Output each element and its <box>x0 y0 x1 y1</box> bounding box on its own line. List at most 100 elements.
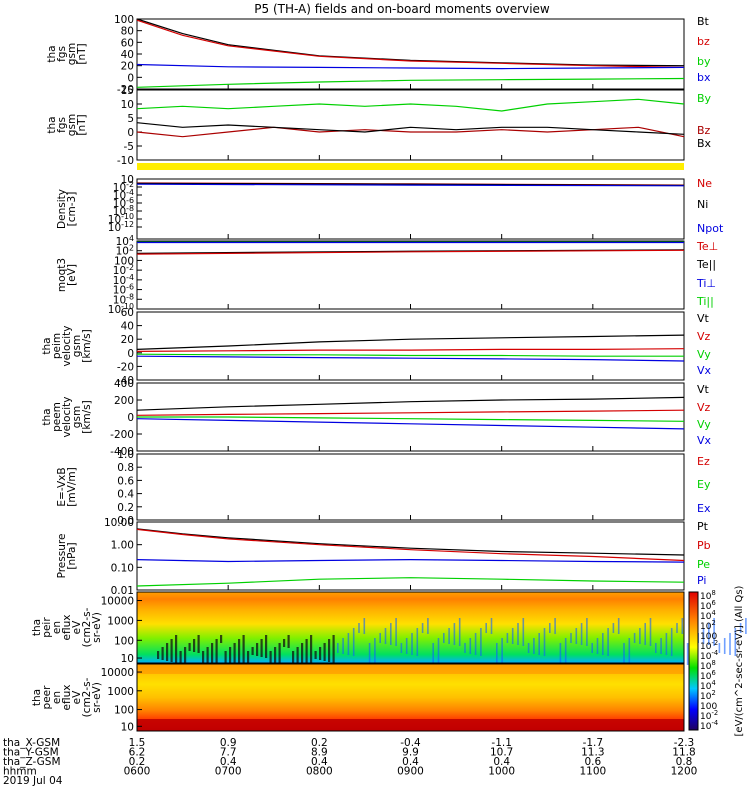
x-axis-value: -1.1 <box>491 737 512 749</box>
speckle <box>464 643 466 653</box>
x-axis-value: 0.6 <box>584 756 601 768</box>
x-axis-row-label: hhmm <box>3 766 37 778</box>
y-axis-label-line: [nPa] <box>66 542 78 569</box>
y-axis-label-line: tha <box>31 689 43 706</box>
speckle <box>564 638 567 666</box>
speckle <box>708 623 710 645</box>
y-axis-label-line: [km/s] <box>81 400 93 434</box>
y-tick-label: 200 <box>114 395 134 407</box>
x-axis-value: 0.2 <box>129 756 146 768</box>
speckle <box>305 639 308 672</box>
colorbar-tick-label: 10-4 <box>700 649 718 662</box>
colorbar: 10810610410210010-210-410810610410210010… <box>688 585 745 736</box>
speckle <box>623 643 625 665</box>
panel-9: 10000 1000 100 10 thapeirenefluxeV(cm2-s-sr-… <box>31 591 747 689</box>
low-energy-band <box>137 719 684 731</box>
y-tick-label: 1.0 <box>117 449 134 461</box>
y-tick-label: 10-6 <box>113 283 134 297</box>
speckle <box>559 643 562 665</box>
x-axis-row-label: tha_Z-GSM <box>3 756 61 768</box>
speckle <box>453 623 456 645</box>
colorbar-tick-label: 108 <box>700 659 716 672</box>
speckle <box>665 633 668 655</box>
date-label: 2019 Jul 04 <box>3 775 63 787</box>
x-axis-value: 0.4 <box>220 756 237 768</box>
speckle <box>458 618 461 646</box>
spectrogram-image <box>137 592 684 663</box>
y-tick-label: 10-4 <box>113 273 134 287</box>
speckle <box>527 643 530 653</box>
speckle <box>602 633 604 655</box>
y-tick-label: 0 <box>127 348 134 360</box>
y-tick-label: 100 <box>114 635 134 647</box>
y-tick-label: 10000 <box>101 667 134 679</box>
colorbar-tick-label: 102 <box>700 689 716 702</box>
legend-by: by <box>697 55 711 68</box>
y-axis-label-line: gsm <box>71 335 83 357</box>
speckle <box>260 639 263 657</box>
series-line-Vy <box>137 416 685 422</box>
speckle <box>628 638 631 666</box>
legend-Pi: Pi <box>697 574 706 587</box>
speckle <box>745 618 747 634</box>
legend-Te||: Te|| <box>696 258 716 271</box>
y-tick-label: 100 <box>114 255 134 267</box>
y-axis-label: moqt3[eV] <box>56 258 78 292</box>
panel-7: 1.00.80.6 0.40.20.0 Ez Ey Ex E=-VxB[mV/m] <box>56 449 711 527</box>
colorbar-tick-label: 104 <box>700 609 716 622</box>
series-line-Vx <box>136 355 685 362</box>
colorbar-tick-label: 106 <box>700 669 716 682</box>
y-axis-label-line: en <box>51 691 63 704</box>
series-line-Vx <box>136 418 685 430</box>
speckle <box>496 643 498 665</box>
speckle <box>211 643 214 676</box>
speckle <box>485 623 487 633</box>
legend-Vt: Vt <box>697 383 710 396</box>
y-axis-label: Density[cm-3] <box>56 189 78 229</box>
y-axis-label-line: moqt3 <box>56 258 68 292</box>
y-axis-label-line: gsm <box>71 406 83 428</box>
legend-Vy: Vy <box>697 418 711 431</box>
legend-Bx: Bx <box>697 137 712 150</box>
figure-title: P5 (TH-A) fields and on-board moments ov… <box>254 2 550 16</box>
panel-6: 400 200 0 -200 -400 Vt Vz Vy Vx thapeemvelocitygs… <box>41 378 712 458</box>
speckle <box>522 618 525 646</box>
speckle <box>157 651 160 659</box>
y-axis-label-line: tha <box>46 116 58 133</box>
speckle <box>490 618 493 634</box>
legend-Ti||: Ti|| <box>696 295 714 308</box>
y-tick-label: 5 <box>127 113 134 125</box>
speckle <box>405 638 408 654</box>
series-line-Npot <box>136 183 685 187</box>
colorbar-tick-label: 100 <box>700 632 717 642</box>
series-line-Vt <box>136 396 685 411</box>
y-tick-label: 10-8 <box>113 204 134 218</box>
legend-bz: bz <box>697 35 710 48</box>
y-tick-label: 10 <box>121 99 134 111</box>
y-tick-label: 60 <box>121 37 134 49</box>
legend-Vx: Vx <box>697 364 712 377</box>
speckle <box>337 643 339 653</box>
y-tick-label: 10-10 <box>108 212 134 226</box>
y-axis-label-line: eV <box>71 690 83 704</box>
speckle <box>421 623 424 633</box>
speckle <box>224 651 227 664</box>
speckle <box>384 628 387 644</box>
colorbar-tick-label: 106 <box>700 599 716 612</box>
speckle <box>723 638 726 654</box>
speckle <box>448 628 450 644</box>
speckle <box>617 618 620 634</box>
y-tick-label: 15 <box>121 85 134 97</box>
panel-10: 10000 1000 100 10 thapeerenefluxeV(cm2-s-sr-… <box>31 663 685 733</box>
speckle <box>586 618 588 646</box>
y-tick-label: 0.10 <box>111 562 134 574</box>
x-axis-annotation: tha_X-GSM 1.5 0.9 0.2 -0.4 -1.1 -1.7 -2.3 tha_Y-… <box>3 737 697 787</box>
speckle <box>296 647 299 670</box>
high-energy-band <box>137 664 684 674</box>
y-tick-label: 0.2 <box>117 502 134 514</box>
